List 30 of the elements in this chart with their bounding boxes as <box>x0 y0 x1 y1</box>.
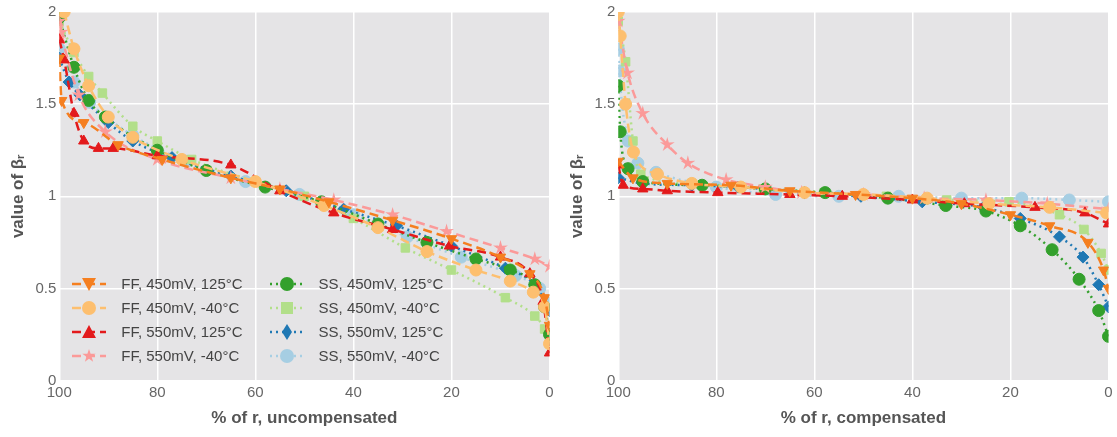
x-tick-label: 20 <box>1002 382 1019 400</box>
y-tick-label: 2 <box>47 2 57 20</box>
y-tick-label: 1 <box>47 186 57 204</box>
legend-label: FF, 450mV, -40°C <box>121 299 240 317</box>
x-tick-label: 20 <box>443 382 460 400</box>
x-tick-label: 60 <box>247 382 264 400</box>
x-axis-title: % of r, compensated <box>780 408 947 428</box>
y-tick-label: 0.5 <box>594 278 616 296</box>
x-tick-label: 80 <box>148 382 166 400</box>
legend-label: SS, 550mV, 125°C <box>318 323 444 341</box>
legend-label: FF, 550mV, 125°C <box>121 323 243 341</box>
y-tick-label: 1.5 <box>35 94 57 112</box>
x-tick-label: 40 <box>904 382 921 400</box>
x-tick-label: 0 <box>545 382 554 400</box>
legend-label: FF, 550mV, -40°C <box>121 347 240 365</box>
y-axis-title: value of βᵣ <box>566 154 586 239</box>
y-tick-label: 1.5 <box>594 94 616 112</box>
y-tick-label: 0.5 <box>35 278 57 296</box>
x-tick-label: 0 <box>1104 382 1113 400</box>
legend-label: FF, 450mV, 125°C <box>121 275 243 293</box>
x-tick-label: 60 <box>806 382 823 400</box>
x-tick-label: 40 <box>345 382 362 400</box>
legend-label: SS, 550mV, -40°C <box>318 347 440 365</box>
x-tick-label: 80 <box>707 382 725 400</box>
x-axis-title: % of r, uncompensated <box>211 408 398 428</box>
y-axis-title: value of βᵣ <box>7 154 27 239</box>
legend-label: SS, 450mV, 125°C <box>318 275 444 293</box>
y-tick-label: 1 <box>606 186 616 204</box>
y-tick-label: 2 <box>606 2 616 20</box>
legend-label: SS, 450mV, -40°C <box>318 299 440 317</box>
